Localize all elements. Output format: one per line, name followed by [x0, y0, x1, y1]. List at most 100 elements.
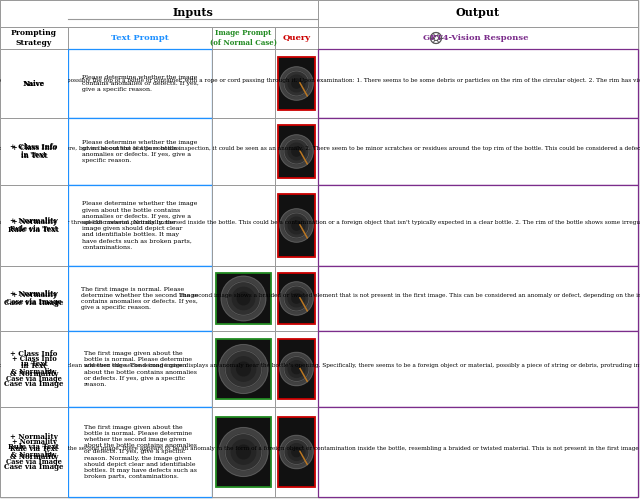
- Circle shape: [292, 79, 301, 88]
- Text: Prompting
Strategy: Prompting Strategy: [11, 29, 57, 46]
- Bar: [0, 27, 68, 49]
- Bar: [318, 185, 638, 266]
- Text: Query: Query: [282, 34, 310, 42]
- Circle shape: [231, 357, 256, 381]
- Text: Output: Output: [456, 7, 500, 18]
- Circle shape: [292, 294, 301, 303]
- Bar: [318, 266, 638, 331]
- Circle shape: [280, 67, 313, 100]
- Bar: [1, 118, 67, 185]
- Circle shape: [225, 351, 262, 387]
- Circle shape: [284, 356, 309, 382]
- Circle shape: [225, 434, 262, 470]
- Bar: [68, 266, 212, 331]
- Bar: [1, 49, 67, 117]
- Bar: [318, 49, 638, 118]
- Bar: [0, 185, 68, 266]
- Circle shape: [288, 290, 305, 307]
- Bar: [68, 49, 212, 118]
- Bar: [212, 407, 275, 497]
- Text: Inputs: Inputs: [173, 7, 213, 18]
- Text: Upon comparing the two images: The first image shows the bottle's opening with a: Upon comparing the two images: The first…: [0, 363, 640, 368]
- Bar: [0, 407, 68, 497]
- Bar: [1, 331, 67, 407]
- Bar: [275, 266, 318, 331]
- Text: in Text: in Text: [21, 362, 47, 370]
- Bar: [275, 27, 318, 49]
- Bar: [216, 417, 271, 487]
- Circle shape: [288, 361, 305, 377]
- Bar: [1, 408, 67, 497]
- Text: Rule via Text: Rule via Text: [10, 225, 58, 233]
- Text: The image appears to show a circular object, possibly the top of a bottle or con: The image appears to show a circular obj…: [0, 78, 640, 83]
- Text: Image Prompt
(of Normal Case): Image Prompt (of Normal Case): [210, 29, 277, 46]
- Text: Case via Image: Case via Image: [6, 375, 62, 383]
- Text: + Class Info: + Class Info: [12, 355, 56, 363]
- Bar: [68, 331, 212, 407]
- Bar: [0, 266, 68, 331]
- Circle shape: [280, 282, 313, 315]
- Circle shape: [292, 364, 301, 374]
- Circle shape: [231, 440, 256, 464]
- Circle shape: [288, 444, 305, 460]
- Circle shape: [292, 147, 301, 156]
- Bar: [212, 266, 275, 331]
- Bar: [0, 118, 68, 185]
- Bar: [212, 331, 275, 407]
- Bar: [275, 118, 318, 185]
- Bar: [212, 185, 275, 266]
- Text: + Class Info: + Class Info: [12, 144, 56, 152]
- Circle shape: [219, 428, 268, 477]
- Text: & Normality: & Normality: [12, 452, 57, 460]
- Text: Upon examination of the second image, there appears to be an anomaly in the form: Upon examination of the second image, th…: [4, 446, 640, 451]
- Text: Text Prompt: Text Prompt: [111, 34, 169, 42]
- Text: + Normality
Rule via Text: + Normality Rule via Text: [8, 217, 60, 235]
- Bar: [0, 0, 318, 27]
- Circle shape: [280, 352, 313, 386]
- Text: Naive: Naive: [23, 79, 45, 87]
- Text: Case via Image: Case via Image: [6, 298, 62, 306]
- Bar: [275, 407, 318, 497]
- Bar: [1, 266, 67, 330]
- Circle shape: [280, 435, 313, 469]
- Bar: [318, 407, 638, 497]
- Bar: [212, 27, 275, 49]
- Text: The first image given about the
bottle is normal. Please determine
whether the s: The first image given about the bottle i…: [83, 425, 196, 480]
- Text: The first image is normal. Please
determine whether the second image
contains an: The first image is normal. Please determ…: [81, 287, 198, 310]
- Circle shape: [284, 71, 309, 96]
- Bar: [318, 118, 638, 185]
- Text: + Normality: + Normality: [12, 218, 56, 226]
- Bar: [68, 407, 212, 497]
- Bar: [275, 185, 318, 266]
- Circle shape: [284, 213, 309, 238]
- Text: Please determine whether the image
given about the bottle contains
anomalies or : Please determine whether the image given…: [83, 140, 198, 163]
- Bar: [216, 339, 271, 399]
- Text: + Class Info
in Text
& Normality
Case via Image: + Class Info in Text & Normality Case vi…: [4, 350, 64, 388]
- Bar: [68, 118, 212, 185]
- Circle shape: [292, 447, 301, 457]
- Text: The first image given about the
bottle is normal. Please determine
whether the s: The first image given about the bottle i…: [83, 351, 196, 387]
- Circle shape: [292, 221, 301, 230]
- Bar: [212, 118, 275, 185]
- Text: + Normality
Rule via Text
& Normality
Case via Image: + Normality Rule via Text & Normality Ca…: [4, 433, 64, 471]
- Text: 1. There's a strand or cord-like material partially inside and outside the bottl: 1. There's a strand or cord-like materia…: [0, 146, 640, 151]
- Bar: [318, 0, 638, 27]
- Bar: [278, 417, 316, 487]
- Text: Naive: Naive: [24, 79, 44, 87]
- Text: + Normality: + Normality: [12, 438, 56, 446]
- Text: 1. There appears to be some string or thread-like material partially immersed in: 1. There appears to be some string or th…: [0, 220, 640, 225]
- Circle shape: [237, 445, 250, 459]
- Circle shape: [284, 440, 309, 465]
- Circle shape: [237, 292, 250, 305]
- Circle shape: [288, 143, 305, 160]
- Bar: [275, 331, 318, 407]
- Circle shape: [219, 345, 268, 393]
- Bar: [278, 125, 316, 178]
- Circle shape: [237, 362, 250, 376]
- Circle shape: [288, 75, 305, 92]
- Text: + Normality: + Normality: [12, 291, 56, 299]
- Circle shape: [284, 139, 309, 164]
- Circle shape: [227, 282, 260, 315]
- Bar: [318, 27, 638, 49]
- Text: Rule via Text: Rule via Text: [10, 445, 58, 453]
